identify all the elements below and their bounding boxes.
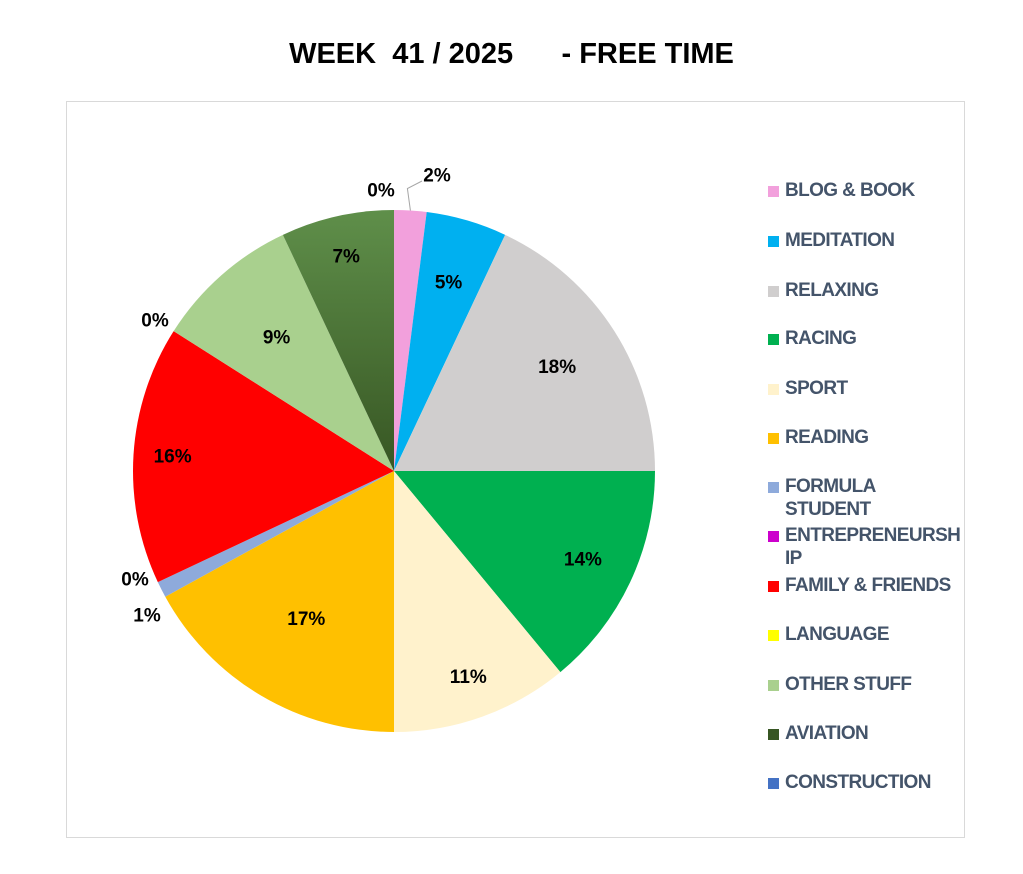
slice-racing[interactable] [394, 471, 655, 673]
legend-label: ENTREPRENEURSH IP [785, 525, 961, 569]
data-label-reading: 17% [287, 609, 325, 630]
data-label-other-stuff: 9% [263, 327, 291, 348]
leader-line-blog-and-book [406, 180, 423, 211]
data-label-aviation: 7% [332, 247, 360, 268]
legend-swatch [768, 680, 779, 691]
chart-frame [66, 101, 965, 838]
slice-meditation[interactable] [394, 212, 506, 471]
slice-formula-student[interactable] [157, 471, 394, 597]
legend-label: RACING [785, 328, 857, 349]
slice-sport[interactable] [394, 471, 561, 732]
legend-swatch [768, 531, 779, 542]
slice-relaxing[interactable] [394, 234, 655, 471]
chart-title: WEEK 41 / 2025 - FREE TIME [289, 38, 734, 70]
legend-swatch [768, 482, 779, 493]
pie-slices [132, 210, 655, 732]
slice-blog-and-book[interactable] [394, 210, 427, 471]
legend-label: AVIATION [785, 723, 869, 744]
legend-label: OTHER STUFF [785, 674, 912, 695]
data-label-formula-student: 1% [133, 606, 161, 627]
data-label-construction: 0% [367, 181, 395, 202]
legend-label: FORMULA STUDENT [785, 476, 876, 520]
data-label-relaxing: 18% [538, 357, 576, 378]
legend-swatch [768, 778, 779, 789]
legend-label: FAMILY & FRIENDS [785, 575, 951, 596]
data-label-entrepreneurship: 0% [121, 570, 149, 591]
legend-swatch [768, 433, 779, 444]
legend-swatch [768, 630, 779, 641]
legend-label: READING [785, 427, 869, 448]
slice-reading[interactable] [165, 471, 394, 732]
data-label-sport: 11% [450, 667, 487, 688]
legend-label: BLOG & BOOK [785, 180, 915, 201]
legend-label: RELAXING [785, 280, 879, 301]
data-label-family-and-friends: 16% [154, 447, 192, 468]
legend-swatch [768, 236, 779, 247]
data-labels: 2% 5% 18% 14% 11% 17% 1% 0% 16% 0% 9% 7% 0% [121, 166, 602, 688]
data-label-language: 0% [141, 311, 169, 332]
legend-swatch [768, 384, 779, 395]
legend-label: LANGUAGE [785, 624, 890, 645]
slice-family-and-friends[interactable] [132, 331, 394, 583]
legend-swatch [768, 334, 779, 345]
data-label-racing: 14% [564, 549, 602, 570]
legend-label: SPORT [785, 378, 848, 399]
slice-aviation[interactable] [282, 210, 394, 471]
slice-other-stuff[interactable] [173, 234, 394, 471]
legend-label: MEDITATION [785, 230, 895, 251]
legend-swatch [768, 186, 779, 197]
legend-label: CONSTRUCTION [785, 772, 931, 793]
legend-swatch [768, 581, 779, 592]
leader-lines [406, 180, 423, 211]
legend-swatch [768, 286, 779, 297]
data-label-blog-and-book: 2% [423, 166, 451, 187]
legend-swatch [768, 729, 779, 740]
data-label-meditation: 5% [435, 273, 463, 294]
